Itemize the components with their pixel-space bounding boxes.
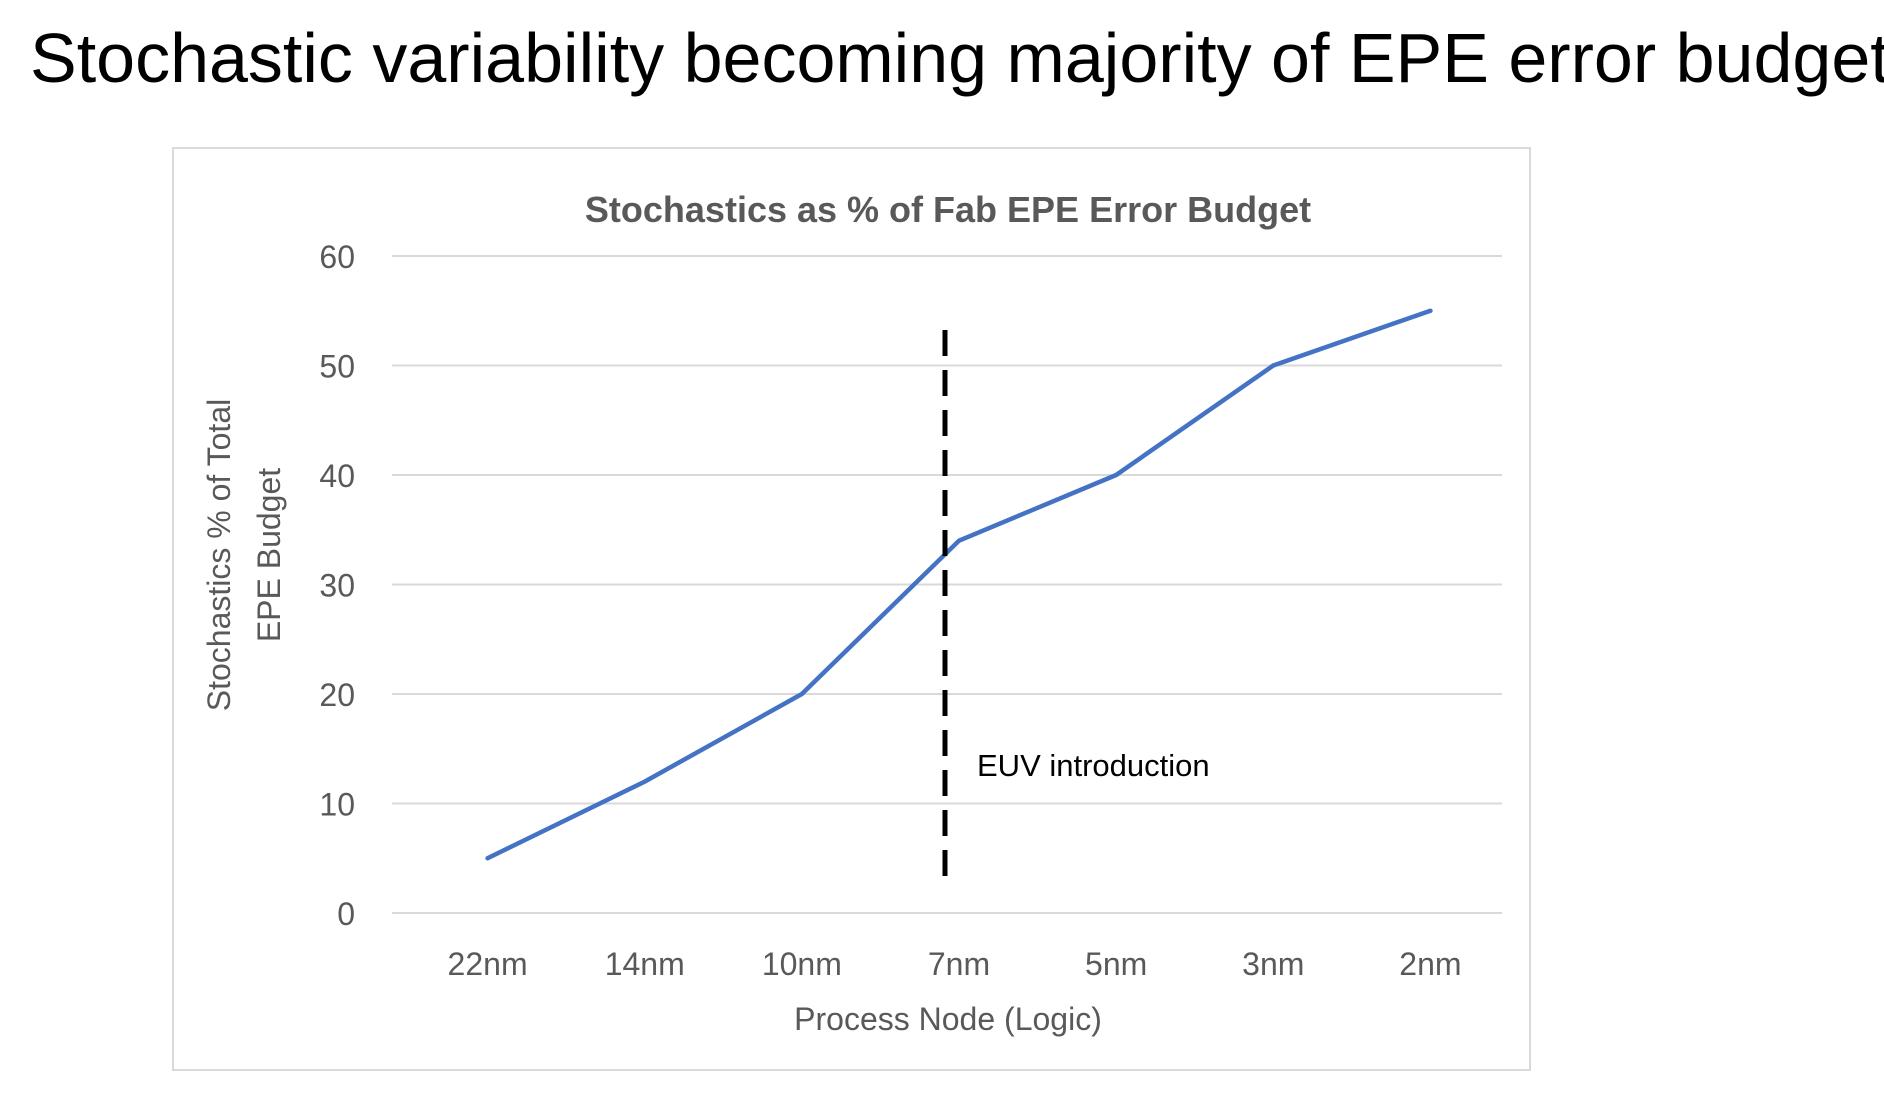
- y-tick-label: 60: [319, 239, 355, 275]
- y-tick-label: 50: [319, 349, 355, 385]
- chart-frame: [172, 147, 1531, 1071]
- x-tick-label: 5nm: [1085, 946, 1147, 982]
- x-tick-label: 10nm: [762, 946, 842, 982]
- x-tick-label: 22nm: [448, 946, 528, 982]
- series-layer: [485, 308, 1433, 861]
- slide-title: Stochastic variability becoming majority…: [30, 19, 1884, 97]
- euv-introduction-label: EUV introduction: [977, 748, 1210, 783]
- x-tick-label: 3nm: [1242, 946, 1304, 982]
- y-tick-label: 40: [319, 458, 355, 494]
- y-axis-label-line: Stochastics % of Total: [201, 399, 237, 711]
- x-tick-label: 7nm: [928, 946, 990, 982]
- y-tick-labels: 0 10 20 30 40 50 60: [319, 239, 355, 932]
- x-tick-label: 2nm: [1399, 946, 1461, 982]
- y-tick-label: 10: [319, 787, 355, 823]
- chart-title: Stochastics as % of Fab EPE Error Budget: [585, 189, 1311, 230]
- x-axis-label: Process Node (Logic): [794, 1001, 1102, 1037]
- y-tick-label: 20: [319, 677, 355, 713]
- x-tick-label: 14nm: [605, 946, 685, 982]
- annotations-layer: EUV introduction: [942, 330, 1210, 885]
- y-axis-label-line: EPE Budget: [251, 468, 287, 642]
- y-axis-label: Stochastics % of Total EPE Budget: [201, 399, 287, 711]
- y-tick-label: 30: [319, 568, 355, 604]
- x-tick-labels: 22nm 14nm 10nm 7nm 5nm 3nm 2nm: [448, 946, 1462, 982]
- y-tick-label: 0: [337, 896, 355, 932]
